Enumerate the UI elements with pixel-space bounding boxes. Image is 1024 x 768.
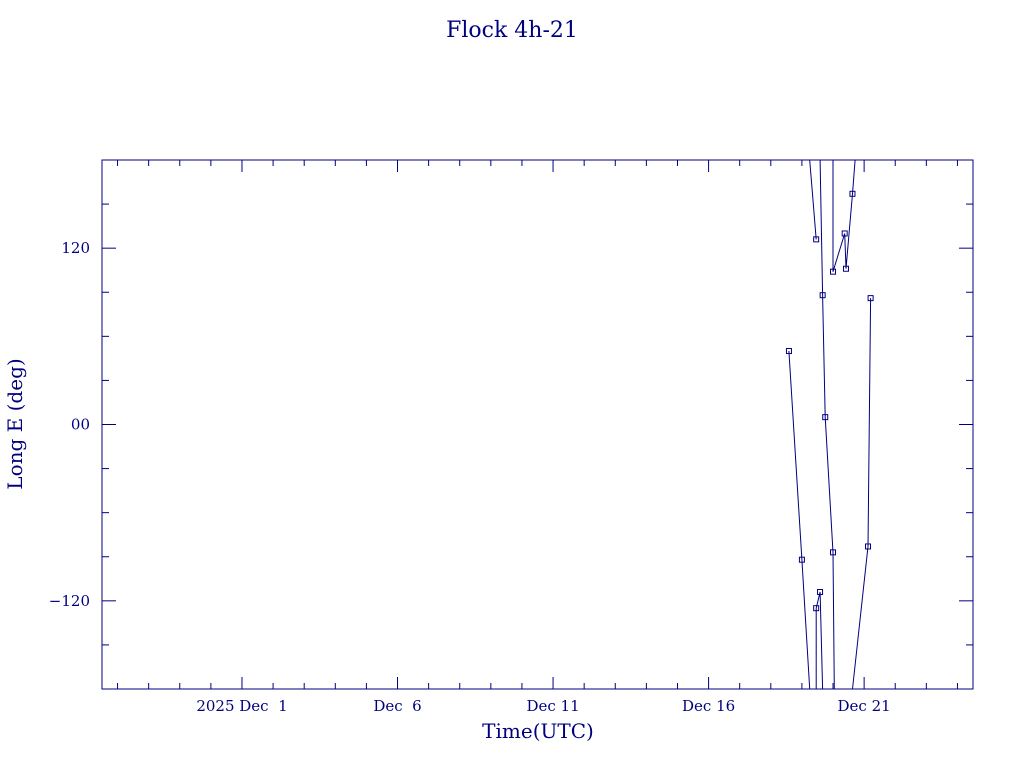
y-tick-label: −120	[49, 592, 90, 610]
series-line-5	[832, 159, 856, 272]
x-tick-label: 2025 Dec 1	[196, 697, 287, 715]
series-line-4	[816, 159, 835, 690]
data-point	[813, 605, 820, 612]
axis-ticks	[102, 160, 973, 689]
data-point	[785, 348, 792, 355]
y-axis-label: Long E (deg)	[3, 358, 27, 489]
x-tick-label: Dec 21	[838, 697, 891, 715]
data-point	[817, 589, 824, 596]
data-point	[842, 265, 849, 272]
data-point	[798, 556, 805, 563]
data-point	[849, 190, 856, 197]
data-series	[785, 159, 874, 690]
plot-frame	[101, 159, 974, 690]
data-point	[813, 236, 820, 243]
y-tick-label: 120	[61, 239, 90, 257]
data-point	[830, 549, 837, 556]
series-line-2	[809, 159, 817, 240]
x-axis-label: Time(UTC)	[482, 719, 594, 743]
axis-tick-labels: 2025 Dec 1 Dec 6 Dec 11 Dec 16 Dec 21 120 00 −1…	[49, 239, 891, 715]
x-tick-label: Dec 11	[526, 697, 579, 715]
data-point	[867, 295, 874, 302]
x-tick-label: Dec 16	[682, 697, 735, 715]
x-tick-label: Dec 6	[373, 697, 421, 715]
y-tick-label: 00	[71, 416, 90, 434]
data-point	[865, 543, 872, 550]
series-line-1	[788, 350, 811, 690]
chart-title: Flock 4h-21	[446, 18, 578, 43]
data-point	[841, 230, 848, 237]
data-point	[819, 292, 826, 299]
series-line-3	[815, 591, 824, 690]
data-point	[830, 268, 837, 275]
data-point	[822, 414, 829, 421]
series-line-6	[852, 298, 872, 690]
